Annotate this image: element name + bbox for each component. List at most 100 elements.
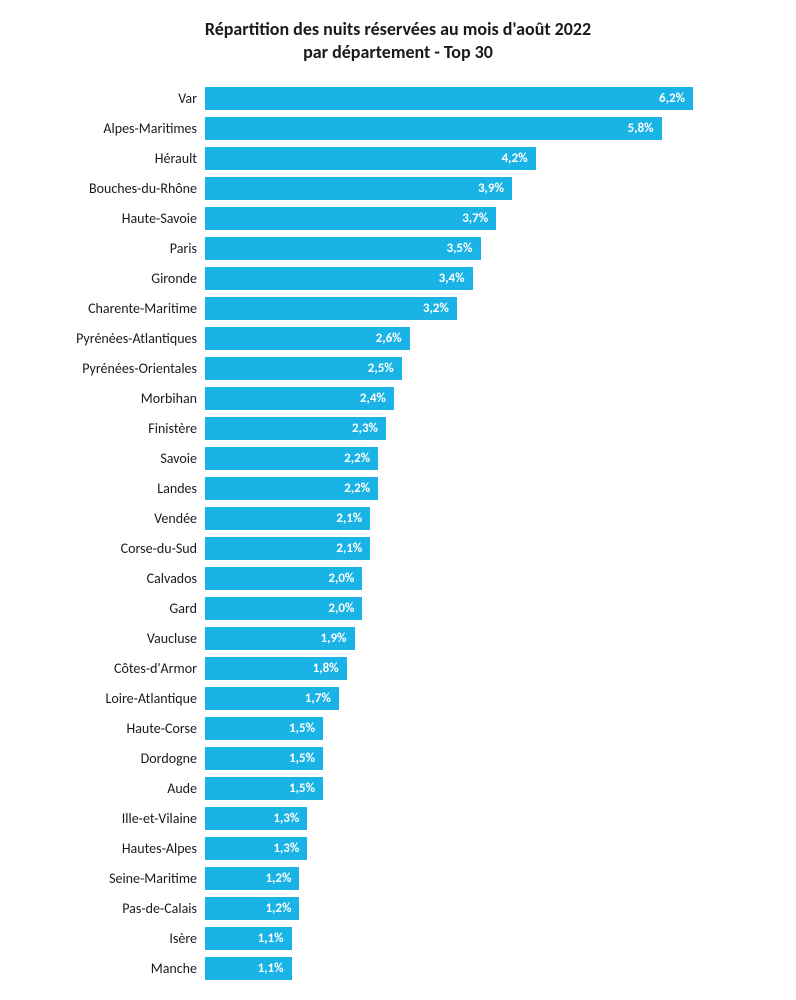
category-label: Calvados xyxy=(40,570,205,587)
bar-area: 1,9% xyxy=(205,627,756,650)
chart-row: Aude1,5% xyxy=(40,777,756,800)
bar: 2,0% xyxy=(205,567,362,590)
bar-value-label: 3,7% xyxy=(462,211,488,226)
bar: 4,2% xyxy=(205,147,536,170)
bar-value-label: 2,3% xyxy=(352,421,378,436)
category-label: Hautes-Alpes xyxy=(40,840,205,857)
bar-value-label: 1,1% xyxy=(258,961,284,976)
bar: 3,7% xyxy=(205,207,496,230)
bar-area: 3,7% xyxy=(205,207,756,230)
chart-row: Loire-Atlantique1,7% xyxy=(40,687,756,710)
bar-value-label: 2,0% xyxy=(328,601,354,616)
category-label: Vendée xyxy=(40,510,205,527)
category-label: Hérault xyxy=(40,150,205,167)
bar-value-label: 3,9% xyxy=(478,181,504,196)
bar: 1,5% xyxy=(205,747,323,770)
bar: 1,2% xyxy=(205,867,299,890)
chart-row: Hautes-Alpes1,3% xyxy=(40,837,756,860)
bar: 3,9% xyxy=(205,177,512,200)
bar-value-label: 3,5% xyxy=(446,241,472,256)
bar: 2,3% xyxy=(205,417,386,440)
chart-row: Seine-Maritime1,2% xyxy=(40,867,756,890)
category-label: Landes xyxy=(40,480,205,497)
bar-area: 1,3% xyxy=(205,837,756,860)
bar-area: 2,5% xyxy=(205,357,756,380)
bar-area: 3,5% xyxy=(205,237,756,260)
category-label: Pyrénées-Orientales xyxy=(40,360,205,377)
chart-row: Bouches-du-Rhône 3,9% xyxy=(40,177,756,200)
category-label: Dordogne xyxy=(40,750,205,767)
bar: 6,2% xyxy=(205,87,693,110)
bar-area: 1,1% xyxy=(205,957,756,980)
bar-value-label: 2,1% xyxy=(336,541,362,556)
category-label: Haute-Corse xyxy=(40,720,205,737)
category-label: Var xyxy=(40,90,205,107)
bar-value-label: 3,2% xyxy=(423,301,449,316)
bar-area: 1,5% xyxy=(205,777,756,800)
chart-row: Vendée2,1% xyxy=(40,507,756,530)
chart-row: Gironde 3,4% xyxy=(40,267,756,290)
category-label: Pyrénées-Atlantiques xyxy=(40,330,205,347)
category-label: Bouches-du-Rhône xyxy=(40,180,205,197)
category-label: Seine-Maritime xyxy=(40,870,205,887)
bar: 2,1% xyxy=(205,507,370,530)
category-label: Gard xyxy=(40,600,205,617)
chart-row: Finistère 2,3% xyxy=(40,417,756,440)
category-label: Morbihan xyxy=(40,390,205,407)
bar-area: 1,1% xyxy=(205,927,756,950)
category-label: Charente-Maritime xyxy=(40,300,205,317)
bar: 2,4% xyxy=(205,387,394,410)
bar: 2,5% xyxy=(205,357,402,380)
bar: 2,2% xyxy=(205,447,378,470)
category-label: Manche xyxy=(40,960,205,977)
bar: 5,8% xyxy=(205,117,662,140)
bar-area: 2,1% xyxy=(205,507,756,530)
bar-area: 1,5% xyxy=(205,747,756,770)
bar-value-label: 1,3% xyxy=(273,811,299,826)
chart-row: Vaucluse1,9% xyxy=(40,627,756,650)
bar-value-label: 2,4% xyxy=(360,391,386,406)
chart-title-line1: Répartition des nuits réservées au mois … xyxy=(40,18,756,41)
bar-value-label: 3,4% xyxy=(439,271,465,286)
chart-row: Paris3,5% xyxy=(40,237,756,260)
bar-value-label: 2,2% xyxy=(344,451,370,466)
bar-area: 2,2% xyxy=(205,477,756,500)
bar-area: 1,7% xyxy=(205,687,756,710)
chart-rows: Var6,2%Alpes-Maritimes5,8%Hérault4,2%Bou… xyxy=(40,87,756,980)
chart-row: Gard 2,0% xyxy=(40,597,756,620)
chart-row: Pyrénées-Orientales2,5% xyxy=(40,357,756,380)
chart-row: Landes 2,2% xyxy=(40,477,756,500)
bar-value-label: 2,2% xyxy=(344,481,370,496)
bar-area: 1,2% xyxy=(205,897,756,920)
bar: 1,9% xyxy=(205,627,355,650)
bar-area: 1,3% xyxy=(205,807,756,830)
chart-row: Charente-Maritime 3,2% xyxy=(40,297,756,320)
chart-row: Dordogne 1,5% xyxy=(40,747,756,770)
bar-area: 2,0% xyxy=(205,567,756,590)
chart-row: Ille-et-Vilaine1,3% xyxy=(40,807,756,830)
bar-area: 3,9% xyxy=(205,177,756,200)
bar: 3,2% xyxy=(205,297,457,320)
category-label: Finistère xyxy=(40,420,205,437)
bar: 1,1% xyxy=(205,957,292,980)
bar: 3,5% xyxy=(205,237,481,260)
bar: 1,5% xyxy=(205,717,323,740)
bar: 2,6% xyxy=(205,327,410,350)
bar-value-label: 1,8% xyxy=(313,661,339,676)
bar-area: 2,2% xyxy=(205,447,756,470)
bar-area: 2,3% xyxy=(205,417,756,440)
bar-value-label: 5,8% xyxy=(628,121,654,136)
category-label: Pas-de-Calais xyxy=(40,900,205,917)
category-label: Gironde xyxy=(40,270,205,287)
bar-area: 6,2% xyxy=(205,87,756,110)
bar-value-label: 1,9% xyxy=(321,631,347,646)
bar: 1,2% xyxy=(205,897,299,920)
bar-value-label: 1,5% xyxy=(289,751,315,766)
category-label: Haute-Savoie xyxy=(40,210,205,227)
bar-area: 2,6% xyxy=(205,327,756,350)
chart-row: Savoie2,2% xyxy=(40,447,756,470)
bar-value-label: 1,7% xyxy=(305,691,331,706)
bar: 3,4% xyxy=(205,267,473,290)
bar-value-label: 6,2% xyxy=(659,91,685,106)
category-label: Corse-du-Sud xyxy=(40,540,205,557)
